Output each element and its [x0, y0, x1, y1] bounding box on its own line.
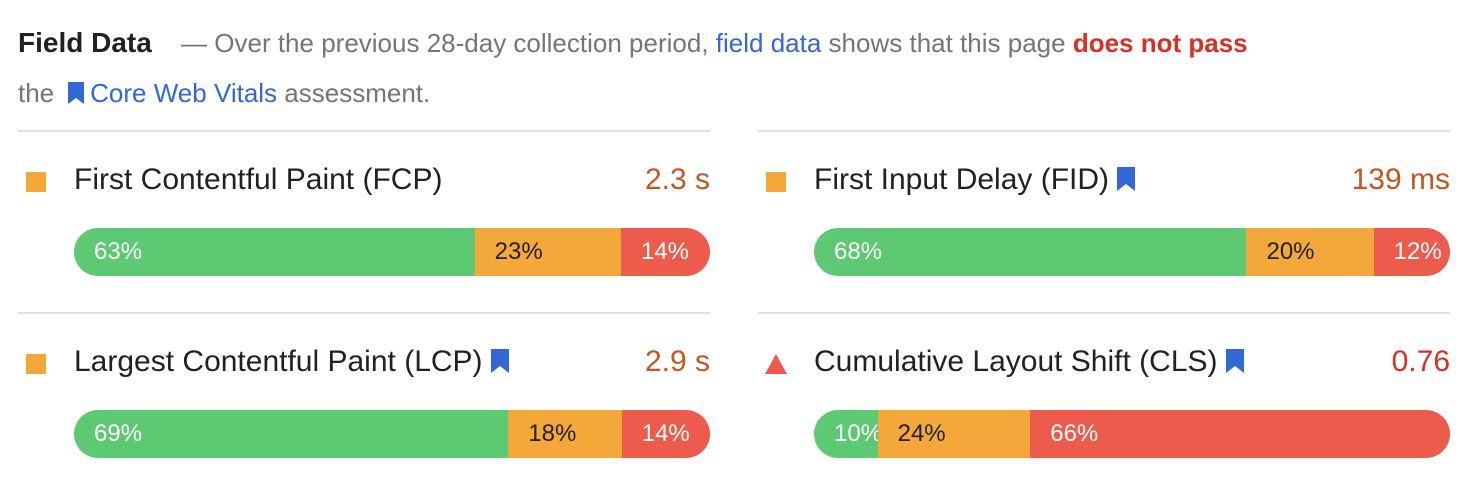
bookmark-icon	[1115, 163, 1137, 203]
poor-segment: 66%	[1030, 410, 1450, 458]
divider	[758, 130, 1450, 132]
distribution-bar: 69% 18% 14%	[74, 410, 710, 458]
core-web-vitals-link[interactable]: Core Web Vitals	[90, 78, 278, 108]
good-segment: 10%	[814, 410, 878, 458]
metric-name: Largest Contentful Paint (LCP)	[74, 342, 511, 385]
summary-text-3: the	[18, 78, 55, 108]
distribution-bar: 63% 23% 14%	[74, 228, 710, 276]
red-triangle-icon	[765, 354, 787, 374]
field-data-link[interactable]: field data	[715, 28, 822, 58]
bookmark-icon	[66, 71, 86, 121]
orange-square-icon	[766, 172, 786, 192]
good-segment: 63%	[74, 228, 475, 276]
good-segment: 68%	[814, 228, 1247, 276]
summary-text-2: shows that this page	[828, 28, 1066, 58]
good-segment: 69%	[74, 410, 509, 458]
needs-improvement-segment: 24%	[877, 410, 1031, 458]
bookmark-icon	[489, 345, 511, 385]
needs-improvement-segment: 18%	[508, 410, 622, 458]
poor-segment: 14%	[620, 228, 710, 276]
needs-improvement-segment: 20%	[1246, 228, 1374, 276]
distribution-bar: 10% 24% 66%	[814, 410, 1450, 458]
metric-value: 0.76	[1391, 345, 1450, 378]
orange-square-icon	[26, 172, 46, 192]
bookmark-icon	[1224, 345, 1246, 385]
summary-text: — Over the previous 28-day collection pe…	[181, 28, 709, 58]
metric-name: First Input Delay (FID)	[814, 160, 1137, 203]
metric-value: 2.9 s	[644, 345, 710, 378]
metric-name: Cumulative Layout Shift (CLS)	[814, 342, 1246, 385]
poor-segment: 14%	[621, 410, 710, 458]
metric-header: First Contentful Paint (FCP) 2.3 s	[18, 160, 710, 200]
divider	[18, 130, 710, 132]
field-data-summary: Field Data — Over the previous 28-day co…	[18, 18, 1438, 121]
assessment-verdict: does not pass	[1072, 28, 1248, 58]
metric-header: Largest Contentful Paint (LCP) 2.9 s	[18, 342, 710, 382]
divider	[18, 312, 710, 314]
poor-segment: 12%	[1373, 228, 1450, 276]
orange-square-icon	[26, 354, 46, 374]
metric-header: Cumulative Layout Shift (CLS) 0.76	[758, 342, 1450, 382]
metric-value: 139 ms	[1351, 163, 1450, 196]
needs-improvement-segment: 23%	[474, 228, 621, 276]
metric-header: First Input Delay (FID) 139 ms	[758, 160, 1450, 200]
distribution-bar: 68% 20% 12%	[814, 228, 1450, 276]
metric-name: First Contentful Paint (FCP)	[74, 163, 443, 196]
section-title: Field Data	[18, 27, 152, 58]
metric-value: 2.3 s	[644, 163, 710, 196]
summary-text-4: assessment.	[284, 78, 431, 108]
divider	[758, 312, 1450, 314]
